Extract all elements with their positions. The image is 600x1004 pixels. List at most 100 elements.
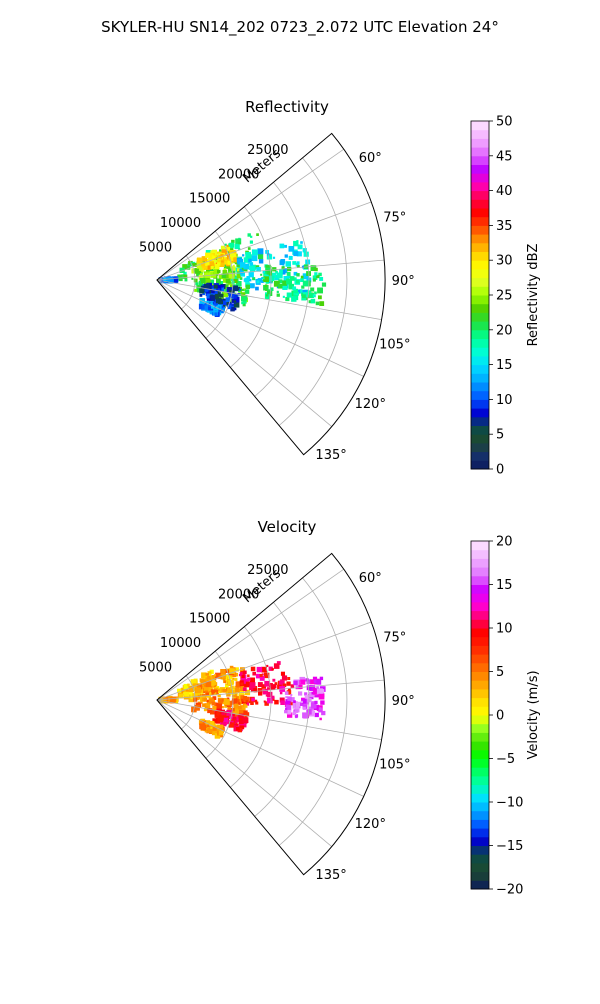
echo-gate — [247, 247, 251, 250]
echo-gate — [275, 270, 278, 274]
echo-gate — [238, 248, 241, 251]
echo-gate — [264, 701, 269, 706]
echo-gate — [237, 707, 242, 712]
echo-gate — [198, 687, 205, 694]
echo-gate — [237, 727, 242, 733]
range-tick-label: 15000 — [189, 192, 230, 207]
echo-gate — [210, 265, 214, 270]
echo-gate — [225, 685, 229, 689]
echo-gate — [218, 274, 224, 280]
echo-gate — [223, 268, 227, 272]
azimuth-tick-label: 105° — [379, 758, 410, 773]
colorbar-swatch — [471, 793, 489, 803]
echo-gate — [217, 288, 221, 291]
echo-gate — [278, 279, 283, 284]
azimuth-gridline — [156, 568, 345, 701]
azimuth-tick-label: 135° — [315, 868, 346, 883]
colorbar-swatch — [471, 408, 489, 418]
echo-gate — [230, 674, 233, 678]
echo-gate — [214, 684, 217, 687]
echo-gate — [262, 277, 265, 280]
echo-gate — [288, 246, 295, 252]
echo-gate — [300, 275, 304, 279]
echo-gate — [187, 683, 190, 687]
echo-gate — [267, 253, 272, 258]
echo-gate — [280, 700, 285, 705]
echo-gate — [234, 243, 240, 250]
range-ring — [205, 650, 234, 759]
echo-gate — [252, 671, 256, 676]
echo-gate — [300, 679, 306, 685]
echo-gate — [207, 727, 213, 733]
echo-gate — [285, 297, 290, 302]
echo-gate — [232, 285, 238, 292]
echo-gate — [280, 679, 283, 682]
echo-gate — [282, 284, 288, 290]
echo-gate — [289, 701, 294, 706]
echo-gate — [316, 274, 320, 279]
echo-gate — [274, 699, 279, 705]
echo-gate — [239, 716, 243, 721]
echo-gate — [258, 691, 263, 696]
echo-gate — [238, 688, 245, 695]
colorbar-tick-label: 20 — [496, 535, 513, 550]
echo-gate — [194, 704, 200, 711]
echo-gate — [293, 700, 296, 703]
echo-gate — [199, 294, 203, 297]
echo-gate — [220, 669, 226, 675]
echo-gate — [285, 699, 291, 705]
colorbar-swatch — [471, 610, 489, 620]
echo-gate — [294, 709, 299, 713]
echo-gate — [211, 249, 217, 255]
echo-gate — [234, 677, 238, 681]
range-ring — [254, 182, 310, 397]
echo-gate — [276, 661, 281, 665]
echo-gate — [259, 675, 265, 681]
echo-gate — [194, 268, 201, 274]
azimuth-tick-label: 105° — [379, 338, 410, 353]
colorbar-tick-label: 25 — [496, 289, 513, 304]
echo-gate — [302, 704, 308, 709]
echo-gate — [241, 296, 246, 302]
echo-gate — [214, 724, 219, 729]
echo-gate — [237, 268, 241, 272]
echo-gate — [251, 255, 258, 262]
echo-gate — [201, 672, 207, 678]
colorbar-swatch — [471, 451, 489, 461]
echo-gate — [284, 691, 289, 695]
azimuth-gridline — [156, 279, 382, 320]
echo-gate — [206, 725, 210, 730]
colorbar-swatch — [471, 715, 489, 725]
echo-gate — [318, 708, 323, 713]
colorbar-swatch — [471, 442, 489, 453]
echo-gate — [216, 298, 223, 305]
colorbar-tick-label: 40 — [496, 184, 513, 199]
echo-gate — [255, 701, 259, 705]
colorbar-swatch — [471, 181, 489, 192]
echo-gate — [281, 675, 288, 681]
echo-gate — [250, 235, 253, 238]
echo-gate — [231, 239, 235, 244]
echo-gate — [212, 265, 216, 269]
echo-gate — [217, 689, 220, 692]
echo-gate — [194, 695, 197, 699]
echo-gate — [295, 706, 299, 710]
echo-gate — [217, 259, 221, 264]
echo-gate — [223, 717, 228, 722]
echo-gate — [273, 280, 280, 287]
echo-gate — [233, 296, 240, 303]
echo-gate — [237, 701, 241, 705]
echo-gate — [233, 724, 236, 728]
echo-gate — [248, 258, 252, 263]
sector-outline — [156, 552, 386, 876]
echo-gate — [219, 714, 226, 721]
echo-gate — [300, 700, 303, 704]
colorbar: 0 5 10 15 20 25 30 35 40 45 50 Reflectivity dBZ — [470, 115, 541, 478]
colorbar-swatch — [471, 373, 489, 383]
echo-gate — [196, 683, 200, 687]
echo-gate — [166, 277, 171, 282]
echo-gate — [254, 699, 258, 703]
echo-gate — [228, 273, 235, 279]
echo-gate — [210, 302, 213, 305]
echo-gate — [197, 697, 200, 701]
